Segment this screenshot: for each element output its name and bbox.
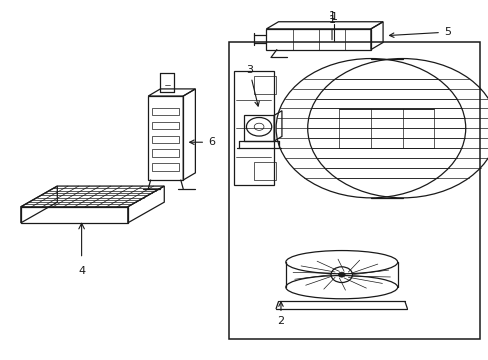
Bar bbox=[152, 108, 179, 115]
Text: 3: 3 bbox=[245, 64, 259, 106]
Bar bbox=[339, 109, 402, 148]
Text: 4: 4 bbox=[78, 266, 85, 276]
Bar bbox=[152, 136, 179, 143]
Bar bbox=[152, 149, 179, 157]
Text: 1: 1 bbox=[330, 12, 337, 22]
Bar bbox=[152, 163, 179, 171]
Text: 2: 2 bbox=[277, 302, 284, 326]
Bar bbox=[254, 76, 276, 94]
Text: 5: 5 bbox=[389, 27, 450, 37]
Bar bbox=[228, 42, 479, 339]
Bar bbox=[152, 122, 179, 129]
Text: 1: 1 bbox=[328, 11, 335, 21]
Text: 6: 6 bbox=[189, 137, 215, 147]
Circle shape bbox=[338, 272, 345, 277]
Bar bbox=[370, 109, 433, 148]
Text: 1: 1 bbox=[328, 15, 335, 40]
Bar bbox=[254, 162, 276, 180]
